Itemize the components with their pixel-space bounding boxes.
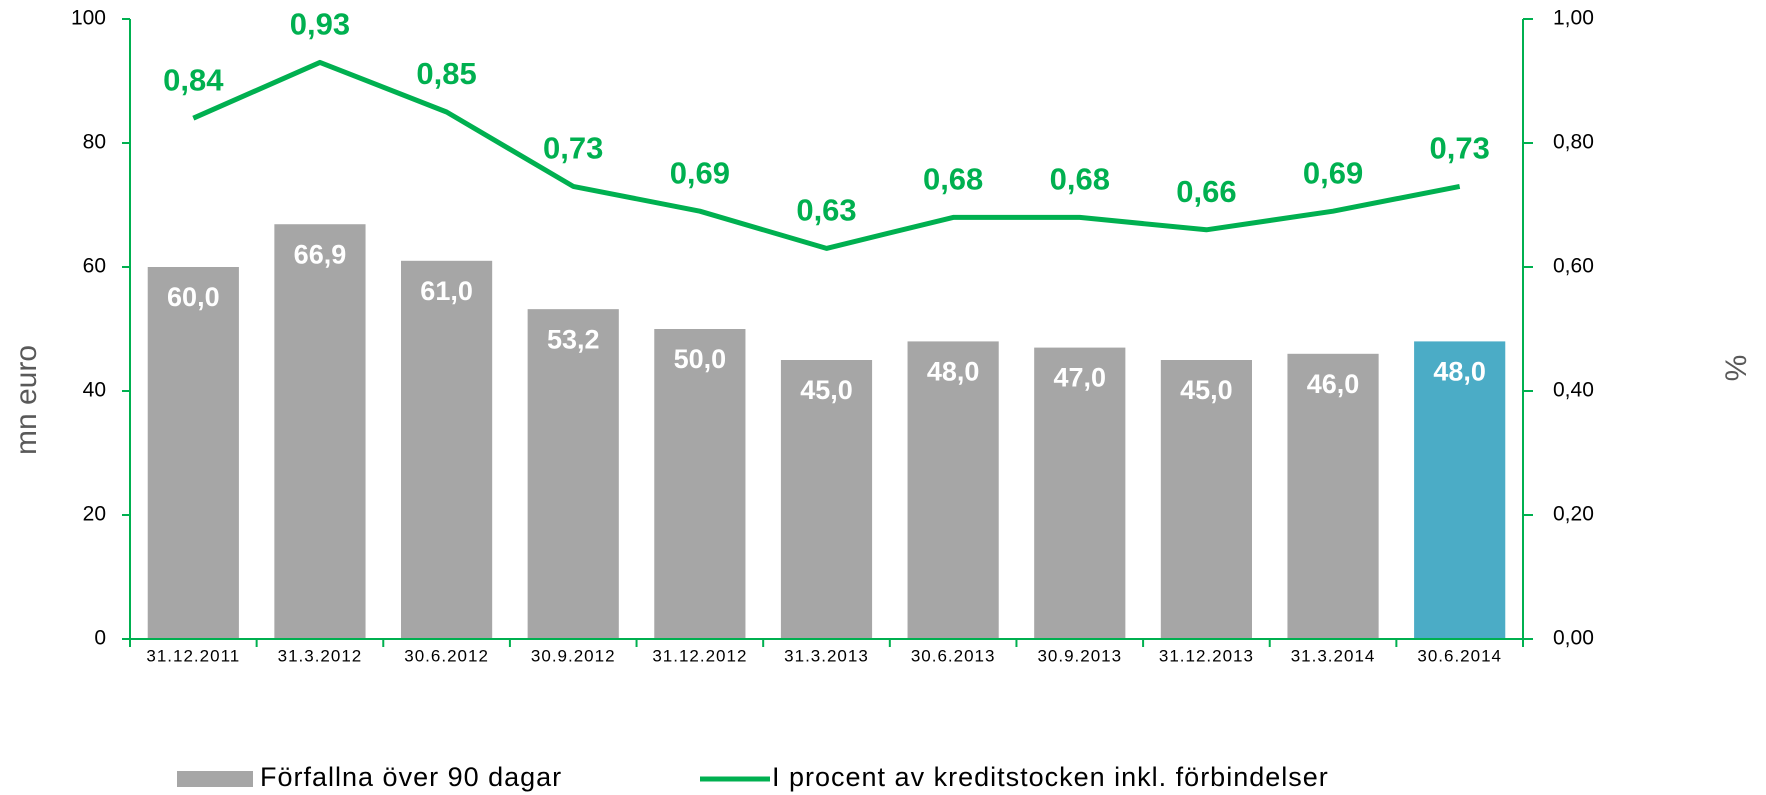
bar-label: 45,0 bbox=[1180, 375, 1233, 405]
y2-tick-label: 0,80 bbox=[1553, 131, 1594, 154]
bar-label: 48,0 bbox=[1433, 357, 1486, 387]
legend-swatch bbox=[177, 771, 253, 787]
line-label: 0,69 bbox=[1303, 155, 1363, 190]
y2-tick-label: 0,00 bbox=[1553, 627, 1594, 650]
y2-tick-label: 0,40 bbox=[1553, 379, 1594, 402]
bar-label: 47,0 bbox=[1053, 363, 1106, 393]
bar bbox=[147, 267, 239, 639]
y-tick-label: 40 bbox=[83, 379, 106, 402]
x-tick-label: 31.3.2014 bbox=[1291, 646, 1376, 665]
x-tick-label: 30.6.2014 bbox=[1417, 646, 1502, 665]
bar-label: 48,0 bbox=[927, 357, 980, 387]
y-axis-label: mn euro bbox=[10, 345, 43, 455]
bar bbox=[1287, 353, 1379, 639]
bar bbox=[274, 224, 366, 639]
bar-label: 45,0 bbox=[800, 375, 853, 405]
bar bbox=[780, 360, 873, 639]
bar-label: 46,0 bbox=[1307, 369, 1360, 399]
line bbox=[192, 59, 1461, 251]
bar bbox=[1160, 360, 1252, 639]
line-label: 0,66 bbox=[1176, 174, 1236, 209]
bar bbox=[1034, 347, 1126, 639]
y-tick-label: 100 bbox=[71, 7, 106, 30]
bar-label: 60,0 bbox=[167, 282, 220, 312]
y-tick-label: 80 bbox=[83, 131, 106, 154]
x-tick-label: 31.3.2012 bbox=[278, 646, 363, 665]
line-label: 0,84 bbox=[163, 62, 224, 97]
legend-label: Förfallna över 90 dagar bbox=[260, 762, 562, 792]
bar-label: 61,0 bbox=[420, 276, 473, 306]
bar bbox=[527, 309, 619, 639]
x-tick-label: 30.6.2012 bbox=[404, 646, 489, 665]
x-tick-label: 31.12.2013 bbox=[1159, 646, 1254, 665]
x-tick-label: 30.6.2013 bbox=[911, 646, 996, 665]
line-label: 0,68 bbox=[923, 162, 983, 197]
x-tick-label: 31.12.2012 bbox=[652, 646, 747, 665]
line-label: 0,93 bbox=[290, 7, 350, 42]
x-tick-label: 30.9.2013 bbox=[1037, 646, 1122, 665]
line-label: 0,73 bbox=[1430, 131, 1490, 166]
bar bbox=[907, 341, 999, 639]
legend-label: I procent av kreditstocken inkl. förbind… bbox=[772, 762, 1329, 792]
x-tick-label: 31.12.2011 bbox=[146, 646, 240, 665]
line-label: 0,68 bbox=[1050, 162, 1110, 197]
x-tick-label: 31.3.2013 bbox=[784, 646, 869, 665]
bar-label: 66,9 bbox=[294, 239, 347, 269]
bar-label: 50,0 bbox=[674, 344, 727, 374]
line-label: 0,73 bbox=[543, 131, 603, 166]
bar-label: 53,2 bbox=[547, 324, 600, 354]
y2-axis-label: % bbox=[1720, 355, 1753, 382]
y-tick-label: 0 bbox=[94, 627, 106, 650]
y2-tick-label: 0,20 bbox=[1553, 503, 1594, 526]
y-tick-label: 60 bbox=[83, 255, 106, 278]
line-label: 0,63 bbox=[796, 193, 856, 228]
y-tick-label: 20 bbox=[83, 503, 106, 526]
bar bbox=[1414, 341, 1506, 639]
bar bbox=[401, 260, 493, 639]
y2-tick-label: 1,00 bbox=[1553, 7, 1594, 30]
line-label: 0,85 bbox=[416, 56, 476, 91]
y2-tick-label: 0,60 bbox=[1553, 255, 1594, 278]
bar bbox=[654, 329, 746, 639]
line-label: 0,69 bbox=[670, 155, 730, 190]
x-tick-label: 30.9.2012 bbox=[531, 646, 616, 665]
